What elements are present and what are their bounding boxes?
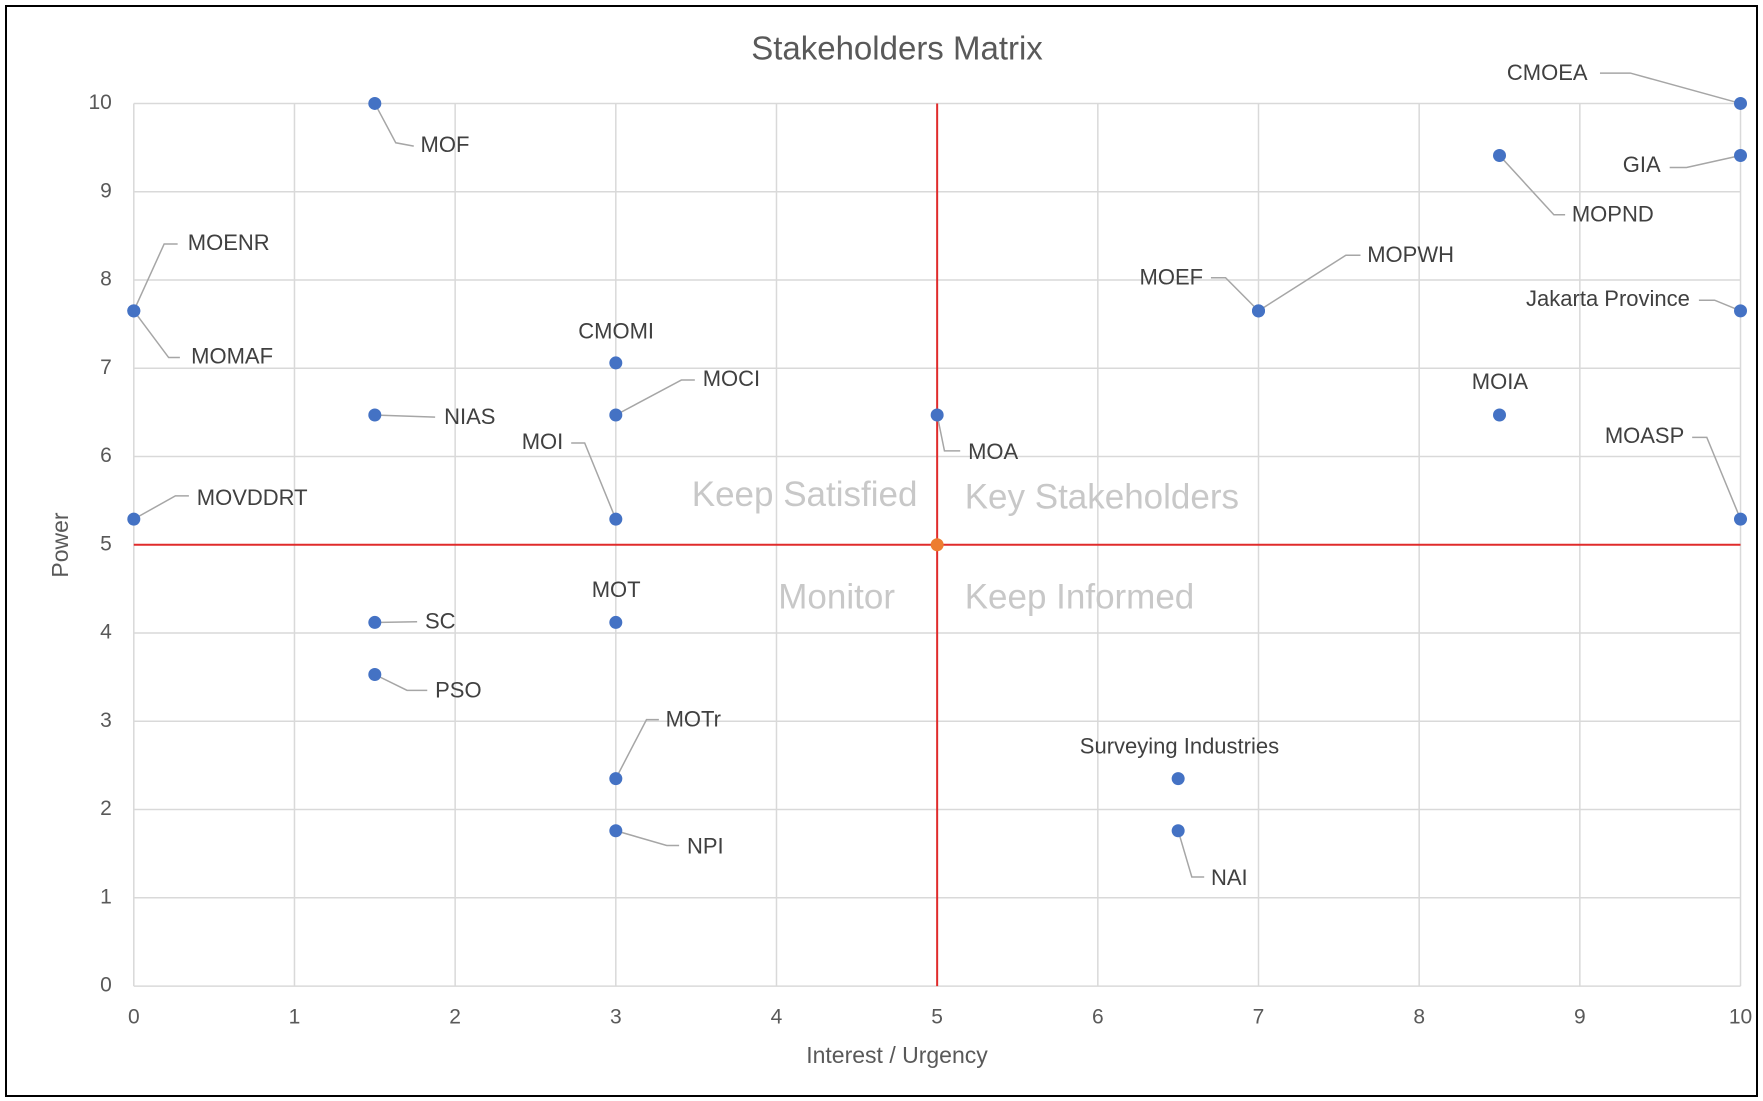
leader-line [615,379,695,416]
quadrant-label: Monitor [778,578,895,617]
y-tick-label: 4 [100,621,112,644]
scatter-point [609,824,623,838]
leader-line [374,103,414,147]
quadrant-label: Key Stakeholders [965,477,1239,516]
x-tick-label: 8 [1413,1006,1425,1029]
scatter-point [368,615,382,629]
point-label: MOI [522,429,564,454]
leader-line [1258,254,1361,312]
scatter-point [1251,304,1265,318]
y-tick-label: 0 [100,974,112,997]
leader-line [1669,154,1741,169]
x-tick-label: 4 [771,1006,783,1029]
point-label: NPI [687,834,724,859]
point-label: MOVDDRT [197,485,308,510]
chart-title: Stakeholders Matrix [751,30,1043,67]
point-label: Surveying Industries [1080,734,1279,759]
point-label: MOF [421,132,470,157]
scatter-point [1734,96,1748,110]
scatter-point [1171,772,1185,786]
x-tick-label: 7 [1253,1006,1265,1029]
x-tick-label: 3 [610,1006,622,1029]
point-label: NIAS [444,404,495,429]
point-label: MOTr [666,707,721,732]
scatter-point [609,512,623,526]
y-tick-label: 6 [100,444,112,467]
point-label: SC [425,609,456,634]
point-label: CMOEA [1507,60,1588,85]
scatter-point [368,667,382,681]
scatter-point [1734,304,1748,318]
x-tick-label: 5 [931,1006,943,1029]
point-label: PSO [435,677,481,702]
y-tick-label: 9 [100,179,112,202]
scatter-point [368,96,382,110]
scatter-point [1493,149,1507,163]
x-tick-label: 1 [289,1006,301,1029]
leader-line [1698,299,1741,312]
leader-line [1177,830,1205,878]
x-tick-label: 2 [449,1006,461,1029]
leader-line [133,495,189,520]
scatter-point [368,408,382,422]
center-point [930,538,944,552]
scatter-point [1171,824,1185,838]
point-label: MOCI [703,366,760,391]
scatter-point [1493,408,1507,422]
chart-frame [5,5,1758,1097]
x-tick-label: 6 [1092,1006,1104,1029]
y-tick-label: 1 [100,885,112,908]
point-label: MOENR [188,230,270,255]
y-tick-label: 5 [100,532,112,555]
y-tick-label: 10 [88,91,111,114]
x-tick-label: 0 [128,1006,140,1029]
point-label: MOIA [1472,369,1529,394]
point-label: NAI [1211,865,1248,890]
leader-line [133,243,178,312]
point-label: CMOMI [578,319,654,344]
quadrant-label: Keep Informed [965,578,1195,617]
leader-line [936,414,961,452]
x-axis-title: Interest / Urgency [806,1042,988,1068]
scatter-point [609,356,623,370]
point-label: MOASP [1605,423,1684,448]
x-tick-label: 10 [1729,1006,1752,1029]
y-tick-label: 8 [100,268,112,291]
point-label: Jakarta Province [1526,286,1690,311]
point-label: MOT [592,577,641,602]
y-tick-label: 7 [100,356,112,379]
leader-line [133,310,180,359]
leader-line [374,673,428,692]
leader-line [374,414,436,418]
point-label: MOPWH [1367,242,1454,267]
x-tick-label: 9 [1574,1006,1586,1029]
point-label: MOA [968,439,1018,464]
scatter-point [609,615,623,629]
scatter-point [609,772,623,786]
quadrant-label: Keep Satisfied [692,475,918,514]
point-label: MOPND [1572,202,1654,227]
leader-line [571,442,617,520]
leader-line [615,718,659,779]
leader-line [1498,155,1566,216]
scatter-point [609,408,623,422]
scatter-point [930,408,944,422]
leader-line [1692,436,1742,520]
y-tick-label: 3 [100,709,112,732]
leader-line [615,830,680,847]
point-label: GIA [1623,152,1661,177]
leader-line [1210,276,1260,312]
leader-line [1599,72,1741,105]
point-label: MOMAF [191,343,273,368]
scatter-point [1734,149,1748,163]
scatter-point [127,512,141,526]
y-axis-title: Power [47,512,73,578]
scatter-point [127,304,141,318]
leader-line [374,621,418,624]
y-tick-label: 2 [100,797,112,820]
point-label: MOEF [1140,265,1204,290]
scatter-point [1734,512,1748,526]
